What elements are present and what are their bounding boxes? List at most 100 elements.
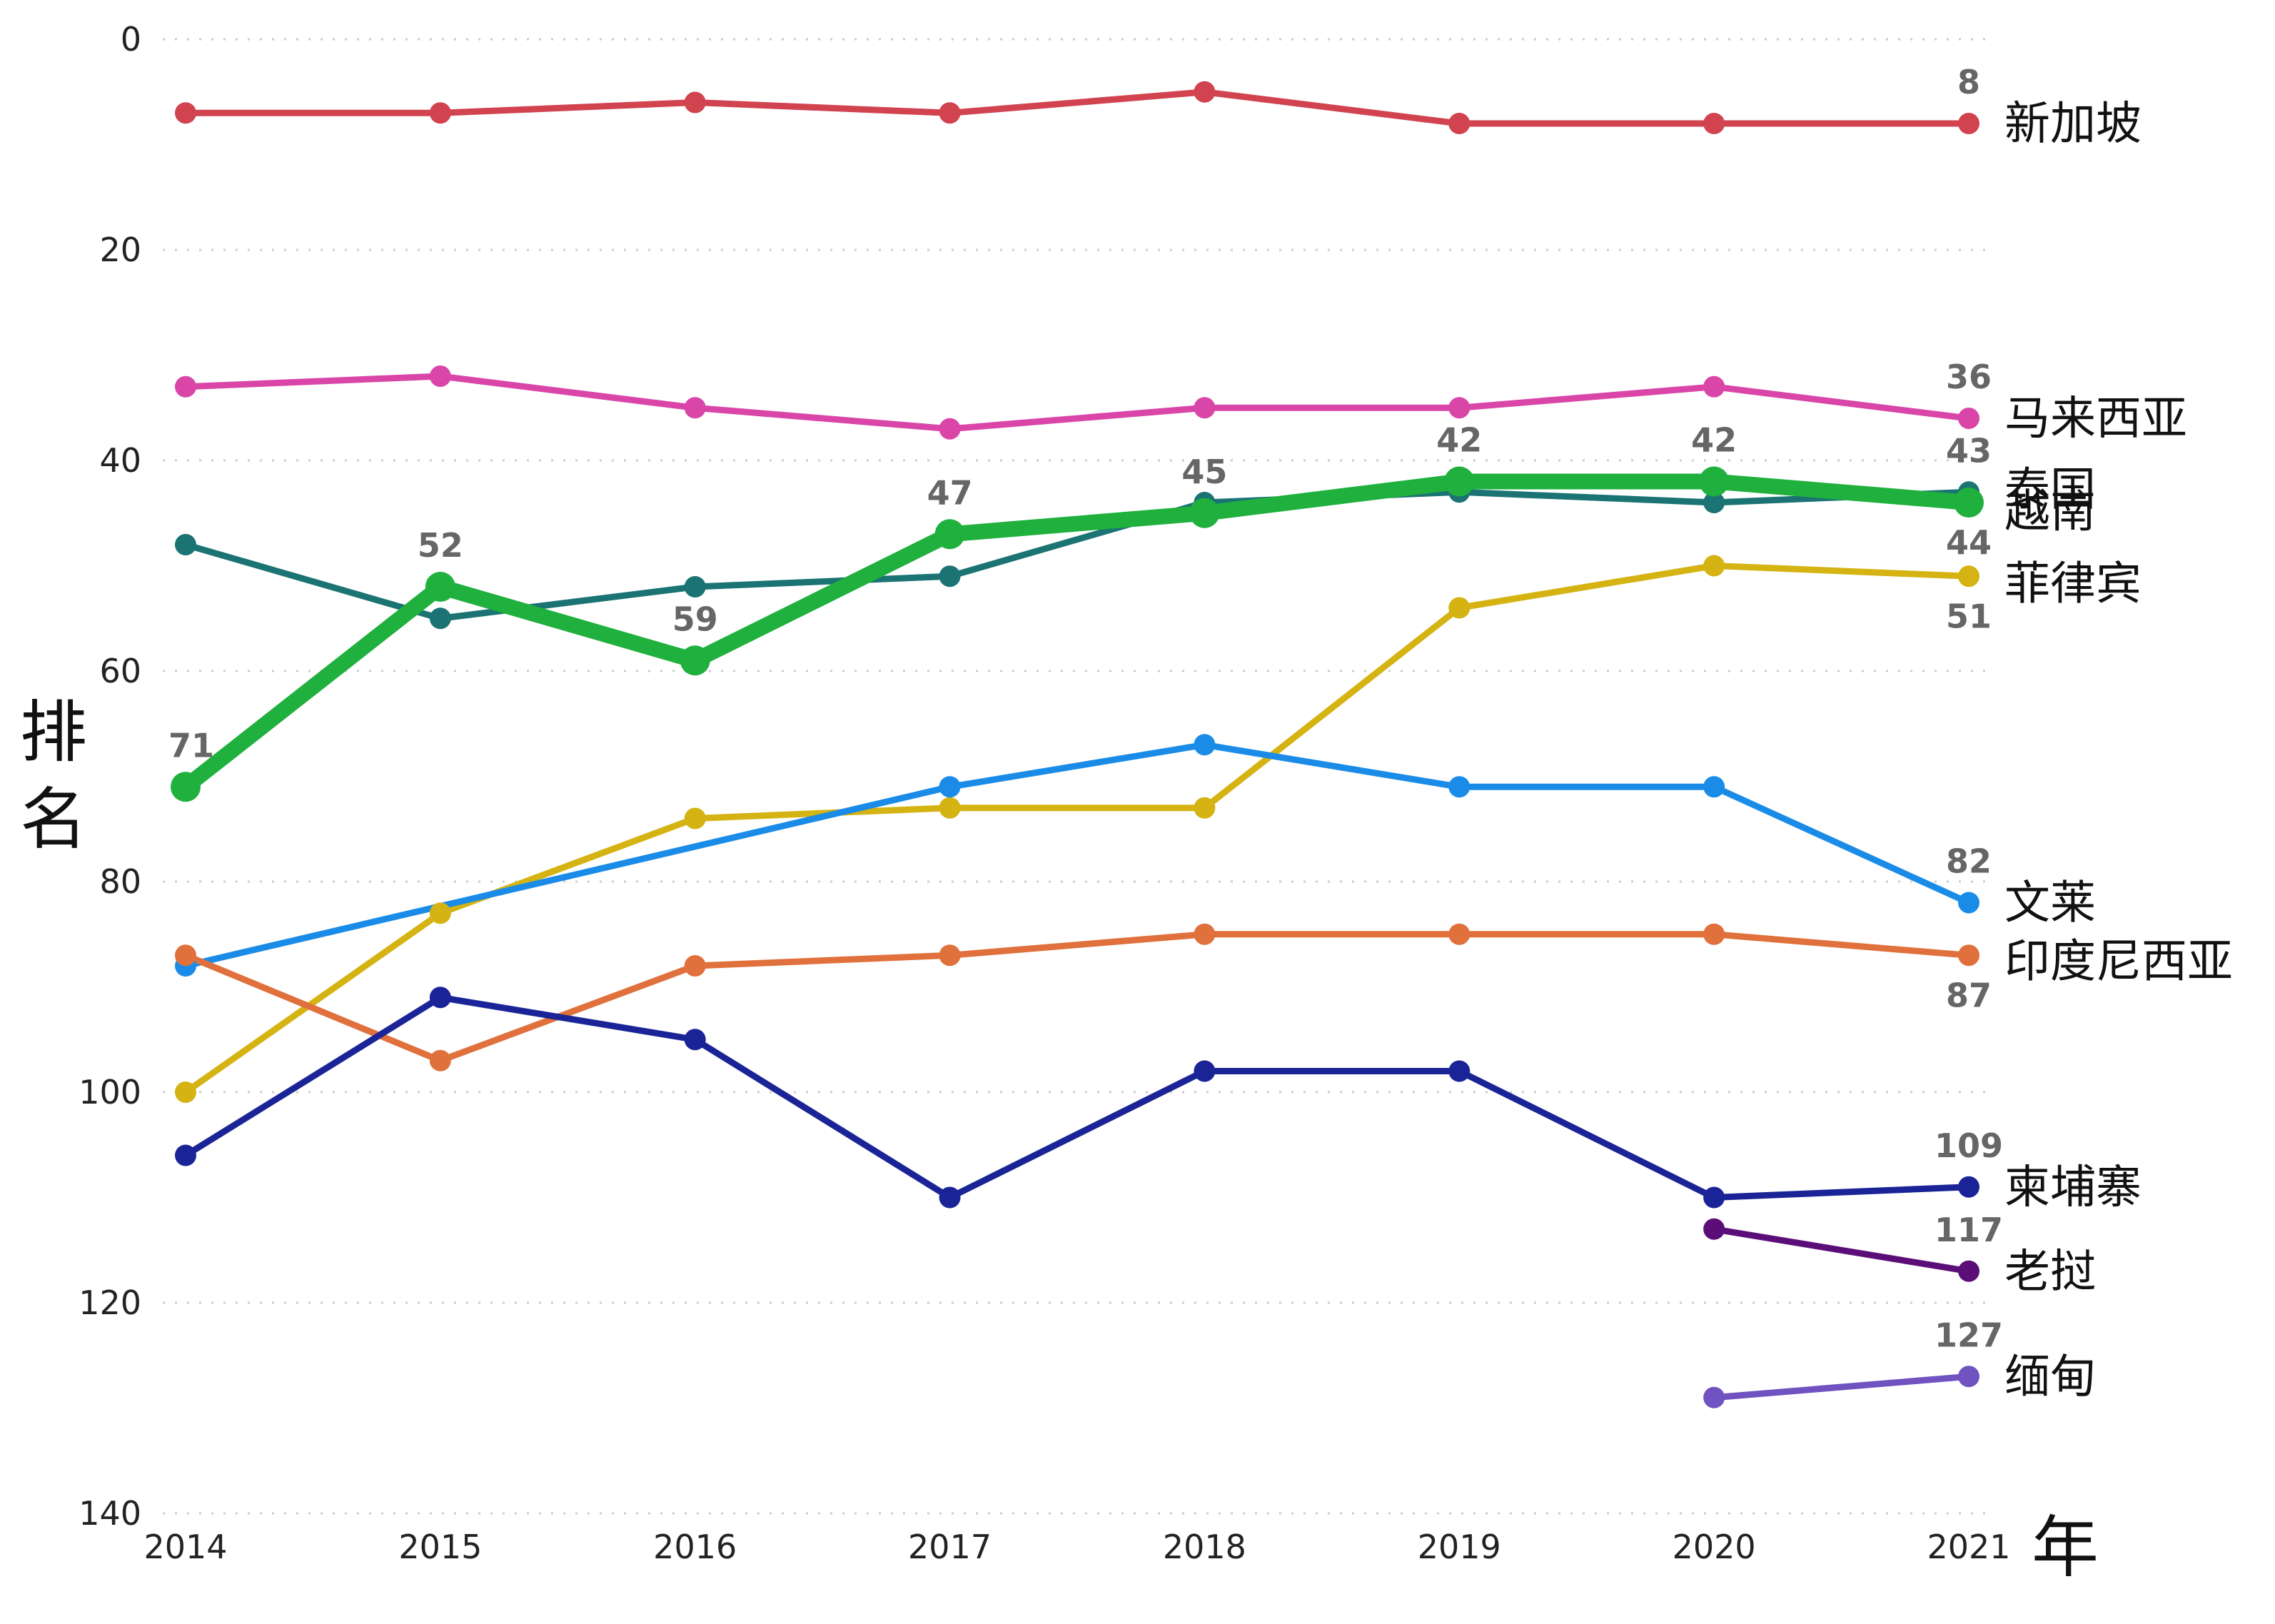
data-point-柬埔寨-2014 <box>175 1144 196 1166</box>
data-point-越南-2016 <box>680 645 710 676</box>
y-axis-ticks: 0 20 40 60 80 100 120 140 <box>79 20 141 1533</box>
data-point-菲律宾-2017 <box>939 797 961 819</box>
data-point-越南-2015 <box>425 572 455 602</box>
series-label-老挝: 老挝 <box>2004 1246 2096 1298</box>
data-point-泰国-2020 <box>1703 492 1725 513</box>
y-axis-title-char-2: 名 <box>20 781 87 859</box>
data-point-印度尼西亚-2014 <box>175 944 196 967</box>
value-label-柬埔寨-2021: 109 <box>1934 1126 2003 1165</box>
data-point-印度尼西亚-2015 <box>429 1049 451 1071</box>
series-lines <box>178 89 1977 1401</box>
series-label-柬埔寨: 柬埔寨 <box>2004 1161 2142 1214</box>
y-tick-label-0: 0 <box>121 20 141 59</box>
x-tick-label-2014: 2014 <box>143 1528 227 1566</box>
series-label-越南: 越南 <box>2004 485 2096 538</box>
data-point-新加坡-2017 <box>939 102 961 124</box>
data-point-马来西亚-2015 <box>429 365 451 387</box>
series-line-泰国 <box>182 488 1972 622</box>
data-point-印度尼西亚-2018 <box>1194 923 1216 945</box>
value-label-越南-2018: 45 <box>1181 453 1227 491</box>
value-label-越南-2017: 47 <box>927 473 973 512</box>
series-label-泰国: 泰国 <box>2004 463 2096 516</box>
y-tick-label-120: 120 <box>79 1283 141 1322</box>
data-point-缅甸-2021 <box>1958 1366 1979 1388</box>
value-label-文莱-2021: 82 <box>1946 842 1992 881</box>
data-point-柬埔寨-2017 <box>939 1186 961 1209</box>
data-point-泰国-2017 <box>939 565 961 587</box>
data-point-越南-2020 <box>1699 466 1730 497</box>
data-point-文莱-2020 <box>1703 776 1725 798</box>
data-point-柬埔寨-2020 <box>1703 1186 1725 1209</box>
data-point-新加坡-2016 <box>684 91 706 114</box>
value-label-新加坡-2021: 8 <box>1957 63 1980 101</box>
value-label-马来西亚-2021: 36 <box>1946 358 1992 396</box>
data-point-菲律宾-2019 <box>1448 597 1471 619</box>
x-tick-label-2018: 2018 <box>1163 1528 1246 1566</box>
x-axis-ticks: 2014 2015 2016 2017 2018 2019 2020 2021 <box>143 1528 2010 1566</box>
series-line-越南 <box>178 473 1977 795</box>
data-point-越南-2019 <box>1444 466 1475 497</box>
value-label-越南-2015: 52 <box>418 526 463 565</box>
data-point-印度尼西亚-2019 <box>1448 923 1471 945</box>
value-label-缅甸-2021: 127 <box>1934 1316 2003 1354</box>
series-line-老挝 <box>1710 1226 1972 1275</box>
x-axis-title: 年 <box>2032 1509 2099 1587</box>
data-point-文莱-2021 <box>1958 892 1979 914</box>
y-tick-label-140: 140 <box>79 1494 141 1533</box>
data-point-越南-2018 <box>1189 498 1220 528</box>
data-point-新加坡-2019 <box>1448 113 1471 134</box>
series-label-印度尼西亚: 印度尼西亚 <box>2004 935 2233 988</box>
data-point-越南-2014 <box>171 772 201 802</box>
gridlines <box>163 38 1995 1515</box>
x-tick-label-2019: 2019 <box>1418 1528 1501 1566</box>
data-point-越南-2021 <box>1954 488 1984 518</box>
y-tick-label-60: 60 <box>99 652 141 690</box>
x-tick-label-2020: 2020 <box>1673 1528 1756 1566</box>
data-point-新加坡-2021 <box>1958 113 1979 134</box>
data-point-柬埔寨-2016 <box>684 1029 706 1051</box>
value-label-印度尼西亚-2021: 87 <box>1946 976 1992 1014</box>
y-tick-label-100: 100 <box>79 1073 141 1111</box>
data-point-马来西亚-2018 <box>1194 397 1216 419</box>
series-line-文莱 <box>182 741 1972 969</box>
x-tick-label-2015: 2015 <box>398 1528 482 1566</box>
series-label-文莱: 文莱 <box>2004 877 2096 930</box>
data-point-菲律宾-2015 <box>429 902 451 924</box>
data-point-菲律宾-2020 <box>1703 555 1725 577</box>
data-point-柬埔寨-2021 <box>1958 1176 1979 1198</box>
data-point-马来西亚-2017 <box>939 418 961 440</box>
data-point-柬埔寨-2015 <box>429 987 451 1009</box>
data-point-新加坡-2014 <box>175 102 196 124</box>
value-labels: 71 52 59 47 45 42 42 8 36 43 44 51 82 87 109 117 127 <box>168 63 2003 1354</box>
series-line-新加坡 <box>182 89 1972 127</box>
series-points <box>171 81 1984 1408</box>
data-point-菲律宾-2016 <box>684 807 706 829</box>
data-point-菲律宾-2021 <box>1958 565 1979 587</box>
value-label-越南-2014: 71 <box>168 726 214 765</box>
value-label-泰国-2021: 43 <box>1946 431 1992 470</box>
x-tick-label-2016: 2016 <box>653 1528 737 1566</box>
series-line-菲律宾 <box>182 563 1972 1096</box>
y-tick-label-80: 80 <box>99 862 141 901</box>
series-line-缅甸 <box>1710 1373 1972 1401</box>
data-point-文莱-2017 <box>939 776 961 798</box>
data-point-菲律宾-2014 <box>175 1081 196 1103</box>
value-label-越南-2021: 44 <box>1946 523 1992 562</box>
data-point-泰国-2015 <box>429 607 451 630</box>
data-point-柬埔寨-2019 <box>1448 1060 1471 1082</box>
data-point-柬埔寨-2018 <box>1194 1060 1216 1082</box>
y-tick-label-40: 40 <box>99 441 141 480</box>
value-label-越南-2019: 42 <box>1436 421 1482 460</box>
data-point-马来西亚-2014 <box>175 375 196 398</box>
data-point-菲律宾-2018 <box>1194 797 1216 819</box>
data-point-泰国-2014 <box>175 534 196 555</box>
data-point-马来西亚-2016 <box>684 397 706 419</box>
series-label-缅甸: 缅甸 <box>2004 1351 2096 1403</box>
y-axis-title-char-1: 排 <box>20 694 87 772</box>
data-point-老挝-2020 <box>1703 1218 1725 1240</box>
data-point-印度尼西亚-2021 <box>1958 944 1979 967</box>
data-point-文莱-2019 <box>1448 776 1471 798</box>
series-line-柬埔寨 <box>182 994 1972 1201</box>
